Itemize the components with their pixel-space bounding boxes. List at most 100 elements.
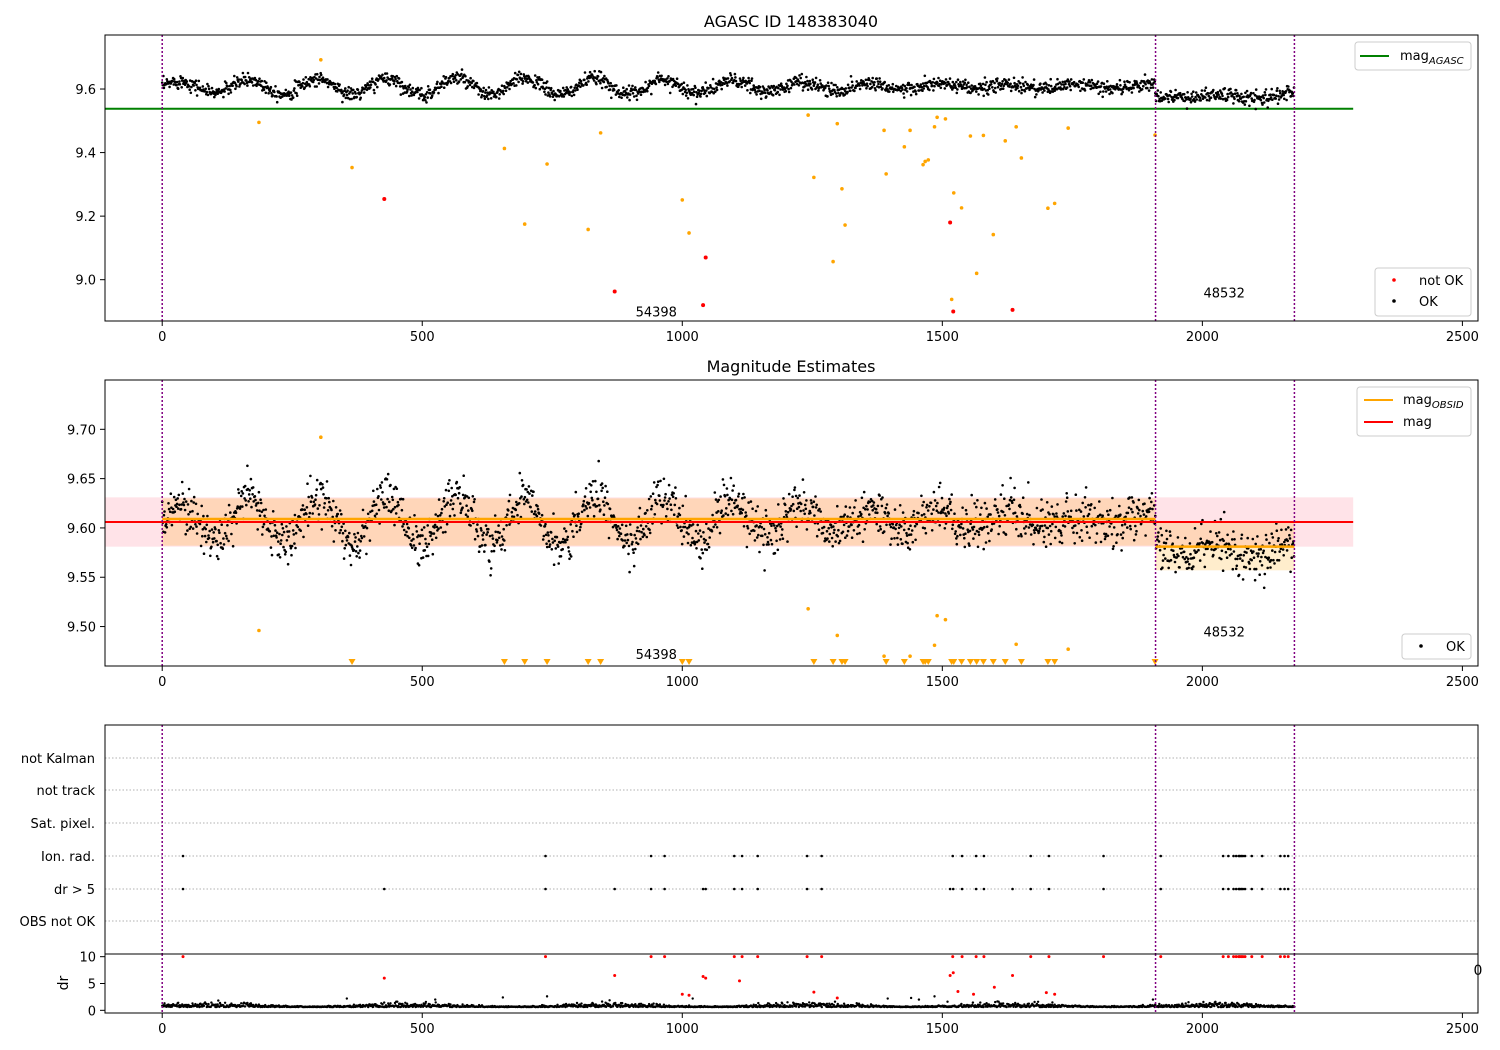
panel-2-ok-point (1060, 541, 1064, 545)
panel-1-ok-point (875, 77, 878, 80)
panel-2-ok-point (872, 504, 875, 507)
panel-1-ok-point (1204, 96, 1207, 99)
panel-2-ok-point (1103, 537, 1107, 541)
panel-1-ok-point (617, 89, 620, 92)
panel-1-ok-point (1009, 82, 1012, 86)
panel-1-ok-point (207, 87, 211, 91)
panel-2-ok-point (1083, 496, 1087, 499)
panel-2-ok-point (618, 534, 621, 538)
panel-1-ok-point (615, 84, 618, 87)
panel-2-frame (104, 379, 1479, 667)
panel-1-ok-point (235, 76, 239, 79)
panel-2-ok-point (1142, 513, 1146, 516)
panel-1-ok-point (1087, 79, 1091, 82)
panel-2-ok-point (897, 531, 900, 535)
panel-2-ok-point (239, 494, 243, 498)
panel-1-ok-point (931, 81, 935, 84)
panel-2-ok-point (1167, 566, 1170, 570)
panel-2-ok-point (1219, 517, 1223, 521)
panel-1-orange-point (806, 113, 810, 117)
panel-2-ok-point (1230, 538, 1234, 541)
panel-1-ok-point (826, 95, 829, 98)
panel-2-ok-point (699, 535, 703, 538)
panel-1-ok-point (858, 84, 861, 87)
panel-2-ok-point (499, 544, 502, 547)
panel-2-orange-point (257, 628, 261, 633)
panel-1-ok-point (392, 82, 396, 86)
panel-2-ok-point (1045, 501, 1049, 504)
panel-2-ok-point (1169, 534, 1172, 537)
panel-2-ok-point (222, 543, 226, 546)
panel-2-ok-point (401, 525, 404, 528)
panel-1-ok-point (996, 85, 1000, 89)
panel-2-ok-point (877, 529, 880, 532)
panel-2-ok-point (1172, 549, 1175, 552)
panel-2-ok-point (841, 530, 845, 534)
panel-2-ok-point (714, 498, 718, 501)
panel-2-ok-point (587, 501, 591, 505)
panel-2-ok-point (648, 531, 652, 535)
panel-1-ok-point (698, 89, 701, 92)
panel-2-ok-point (1216, 534, 1219, 538)
panel-1-ok-point (1047, 84, 1051, 87)
panel-2-ok-point (505, 513, 509, 516)
panel-1-ok-point (665, 80, 669, 83)
panel-1-ok-point (1068, 80, 1071, 83)
panel-2-ok-point (743, 496, 746, 499)
panel-2-ok-point (1284, 528, 1288, 531)
panel-2-ok-point (769, 538, 773, 542)
panel-1-ok-point (229, 88, 232, 92)
panel-1-ok-point (1203, 89, 1207, 92)
panel-2-ok-point (655, 485, 658, 489)
panel-1-ok-point (825, 84, 828, 87)
panel-2-ok-point (888, 523, 892, 526)
panel-2-ok-point (192, 501, 195, 504)
panel-2-ok-point (730, 509, 733, 513)
panel-2-ok-point (199, 544, 203, 548)
panel-1-ok-point (776, 90, 780, 94)
panel-2-ok-point (775, 524, 779, 528)
panel-1-ok-point (879, 85, 882, 89)
panel-2-ok-point (527, 501, 530, 504)
panel-2-obsid-label: 54398 (636, 648, 677, 663)
panel-4-dr-point (424, 1000, 428, 1004)
panel-2-ok-point (1252, 556, 1256, 559)
panel-2-ok-point (856, 532, 859, 536)
panel-1-ok-point (921, 82, 925, 85)
panel-2-ok-point (618, 527, 622, 530)
panel-2-ok-point (252, 500, 255, 503)
panel-3-flag-point (1232, 887, 1235, 891)
panel-2-ok-point (1143, 502, 1146, 506)
panel-2-ok-point (454, 493, 458, 497)
panel-2-ok-point (818, 507, 821, 511)
panel-1-ok-point (266, 86, 270, 90)
panel-2-ok-point (756, 505, 759, 508)
panel-2-ok-point (312, 500, 316, 504)
panel-2-ok-point (1024, 525, 1028, 528)
panel-2-ok-point (1064, 500, 1068, 503)
panel-2-ok-point (865, 504, 868, 508)
panel-4-dr-point (594, 1005, 597, 1009)
panel-1-ok-point (1105, 85, 1108, 88)
panel-3-flag-point (1234, 887, 1238, 891)
panel-1-ok-point (1225, 98, 1229, 102)
panel-1-ok-point (818, 79, 822, 82)
panel-2-ok-point (1049, 529, 1053, 533)
panel-2-ok-point (1013, 511, 1017, 515)
panel-1-ok-point (944, 78, 948, 81)
panel-2-ok-point (1156, 538, 1159, 541)
panel-1-ok-point (921, 89, 924, 92)
panel-1-ok-point (442, 86, 446, 89)
panel-2-ok-point (476, 523, 479, 526)
panel-4-dr-point (210, 1001, 213, 1004)
panel-2-ok-point (321, 486, 325, 489)
panel-1-ok-point (593, 69, 596, 73)
panel-2-ok-point (269, 546, 273, 549)
panel-2-ok-point (999, 493, 1003, 496)
panel-1-ok-point (258, 77, 261, 80)
panel-2-ok-point (1090, 503, 1093, 506)
panel-2-ok-point (1134, 524, 1137, 528)
panel-1-not-ok-point (612, 289, 617, 294)
panel-1-ok-point (301, 81, 305, 85)
panel-2-ok-point (1210, 548, 1213, 551)
